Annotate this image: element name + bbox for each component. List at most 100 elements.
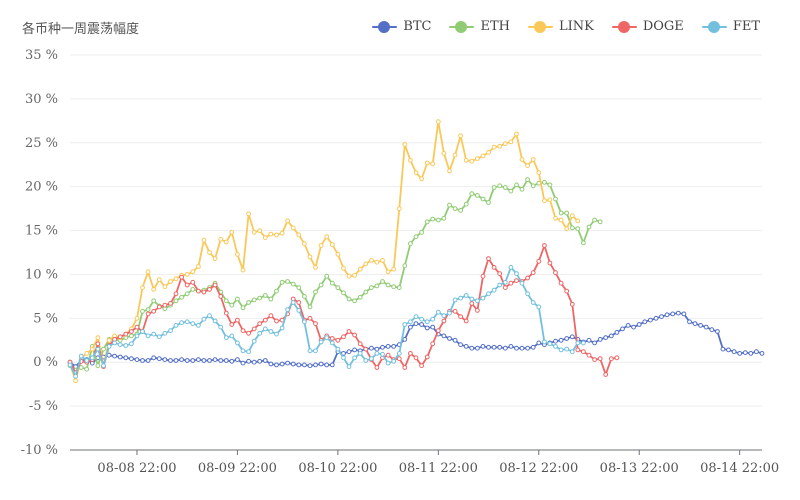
data-point-doge: [463, 318, 469, 324]
data-point-doge: [547, 260, 553, 266]
data-point-btc: [184, 358, 190, 363]
y-tick-label: 35 %: [25, 48, 58, 63]
data-point-doge: [290, 296, 296, 302]
data-point-eth: [352, 298, 358, 304]
data-point-link: [357, 266, 363, 272]
data-point-fet: [514, 271, 519, 277]
data-point-fet: [240, 348, 246, 354]
data-point-eth: [274, 288, 279, 294]
data-point-btc: [352, 347, 358, 353]
data-point-eth: [430, 216, 436, 222]
legend-label: ETH: [480, 19, 510, 34]
data-point-doge: [324, 333, 330, 339]
data-point-btc: [145, 358, 151, 363]
data-point-doge: [380, 355, 385, 361]
data-point-eth: [413, 234, 419, 240]
x-tick-label: 08-14 22:00: [700, 461, 779, 476]
data-point-link: [547, 197, 553, 203]
data-point-link: [268, 231, 274, 237]
data-point-link: [458, 133, 464, 139]
data-point-eth: [391, 284, 397, 290]
data-point-btc: [430, 324, 436, 330]
data-point-link: [525, 163, 530, 169]
legend-item-eth[interactable]: ETH: [449, 19, 510, 34]
data-point-doge: [112, 337, 117, 342]
data-point-doge: [530, 270, 536, 276]
data-point-btc: [558, 337, 564, 343]
data-point-eth: [519, 186, 525, 192]
data-point-btc: [290, 361, 296, 367]
series-line-doge: [69, 244, 618, 376]
legend-item-doge[interactable]: DOGE: [611, 19, 684, 34]
legend-item-btc[interactable]: BTC: [372, 19, 431, 34]
data-point-eth: [89, 344, 95, 349]
data-point-doge: [257, 321, 263, 327]
legend-label: DOGE: [642, 19, 684, 34]
data-point-link: [218, 236, 224, 242]
x-tick-label: 08-09 22:00: [198, 461, 277, 476]
data-point-doge: [396, 356, 402, 362]
data-point-doge: [491, 265, 497, 270]
data-point-eth: [151, 298, 157, 304]
x-tick-label: 08-12 22:00: [499, 461, 578, 476]
data-point-eth: [402, 263, 408, 269]
data-point-fet: [302, 319, 307, 325]
data-point-doge: [67, 359, 73, 365]
legend-item-link[interactable]: LINK: [527, 19, 594, 34]
data-point-doge: [313, 321, 318, 327]
data-point-fet: [145, 333, 151, 339]
data-point-btc: [452, 337, 458, 343]
data-point-btc: [514, 345, 519, 351]
data-point-link: [419, 176, 425, 182]
legend-item-fet[interactable]: FET: [701, 19, 760, 34]
data-point-doge: [424, 354, 430, 360]
data-point-eth: [530, 183, 536, 189]
data-point-btc: [480, 344, 486, 349]
data-point-link: [156, 277, 162, 283]
data-point-eth: [73, 367, 78, 373]
data-point-doge: [156, 304, 162, 310]
data-point-eth: [78, 365, 84, 370]
y-tick-label: -5 %: [29, 399, 58, 414]
data-point-eth: [324, 273, 330, 279]
data-point-link: [134, 315, 140, 321]
data-point-doge: [123, 331, 129, 337]
data-point-btc: [502, 345, 508, 351]
data-point-btc: [608, 333, 614, 339]
data-point-doge: [240, 328, 246, 334]
data-point-doge: [514, 278, 519, 284]
data-point-btc: [648, 317, 653, 323]
data-point-eth: [408, 241, 413, 247]
data-point-link: [112, 333, 117, 339]
data-point-link: [101, 364, 106, 370]
data-point-eth: [179, 294, 185, 300]
data-point-btc: [235, 357, 240, 363]
y-tick-label: 20 %: [25, 180, 58, 195]
data-point-link: [413, 170, 419, 176]
data-point-fet: [78, 353, 84, 359]
data-point-link: [274, 232, 279, 238]
data-point-eth: [207, 285, 212, 291]
data-point-btc: [190, 358, 196, 363]
data-point-link: [519, 157, 525, 162]
data-point-eth: [469, 191, 475, 197]
data-point-fet: [396, 351, 402, 356]
data-point-btc: [324, 362, 330, 368]
data-point-link: [346, 273, 352, 279]
data-point-btc: [715, 329, 720, 334]
data-point-btc: [659, 314, 664, 320]
data-point-eth: [285, 279, 291, 284]
data-point-link: [307, 254, 313, 260]
data-point-fet: [246, 349, 252, 355]
data-point-fet: [168, 328, 173, 334]
data-point-fet: [508, 265, 514, 270]
data-point-doge: [575, 347, 581, 353]
data-point-btc: [603, 335, 609, 341]
data-point-doge: [586, 352, 592, 358]
data-point-btc: [542, 342, 547, 348]
data-point-doge: [497, 271, 503, 277]
legend-label: LINK: [558, 19, 594, 34]
data-point-doge: [592, 357, 597, 363]
data-point-doge: [235, 317, 240, 323]
